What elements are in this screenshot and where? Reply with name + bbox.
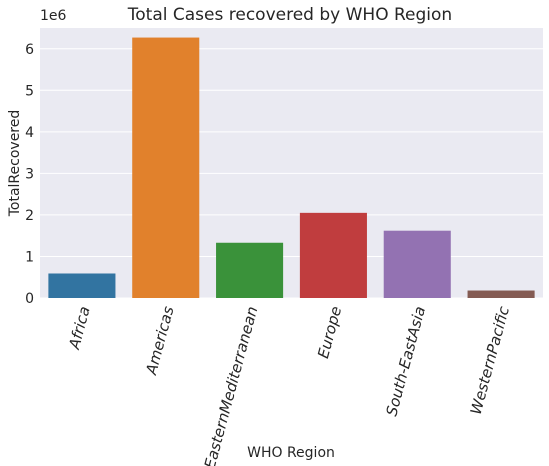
y-tick-label: 4 bbox=[25, 125, 34, 141]
y-tick-labels: 0 1 2 3 4 5 6 bbox=[25, 42, 34, 307]
y-tick-label: 0 bbox=[25, 291, 34, 307]
y-axis-label: TotalRecovered bbox=[7, 110, 23, 218]
plot-area bbox=[40, 28, 543, 298]
x-tick-label: WesternPacific bbox=[467, 304, 513, 417]
bar-africa bbox=[48, 273, 116, 298]
x-tick-label: Europe bbox=[314, 304, 345, 360]
bar-easternmediterranean bbox=[216, 242, 284, 298]
bars bbox=[48, 37, 535, 299]
bar-americas bbox=[132, 37, 200, 299]
y-tick-label: 3 bbox=[25, 166, 34, 182]
y-tick-label: 5 bbox=[25, 83, 34, 99]
x-tick-label: EasternMediterranean bbox=[201, 304, 262, 466]
x-tick-labels: Africa Americas EasternMediterranean Europe… bbox=[65, 304, 513, 466]
x-tick-label: Americas bbox=[142, 304, 178, 377]
y-tick-label: 6 bbox=[25, 42, 34, 58]
y-tick-label: 1 bbox=[25, 249, 34, 265]
x-tick-label: South-EastAsia bbox=[383, 304, 430, 418]
gridlines bbox=[40, 48, 543, 299]
x-axis-label: WHO Region bbox=[247, 445, 335, 461]
bar-south-eastasia bbox=[383, 230, 451, 298]
chart-title: Total Cases recovered by WHO Region bbox=[127, 5, 452, 25]
x-tick-label: Africa bbox=[65, 304, 94, 351]
bar-europe bbox=[299, 212, 367, 298]
y-tick-label: 2 bbox=[25, 208, 34, 224]
bar-westernpacific bbox=[467, 290, 535, 298]
y-offset-label: 1e6 bbox=[40, 8, 67, 24]
